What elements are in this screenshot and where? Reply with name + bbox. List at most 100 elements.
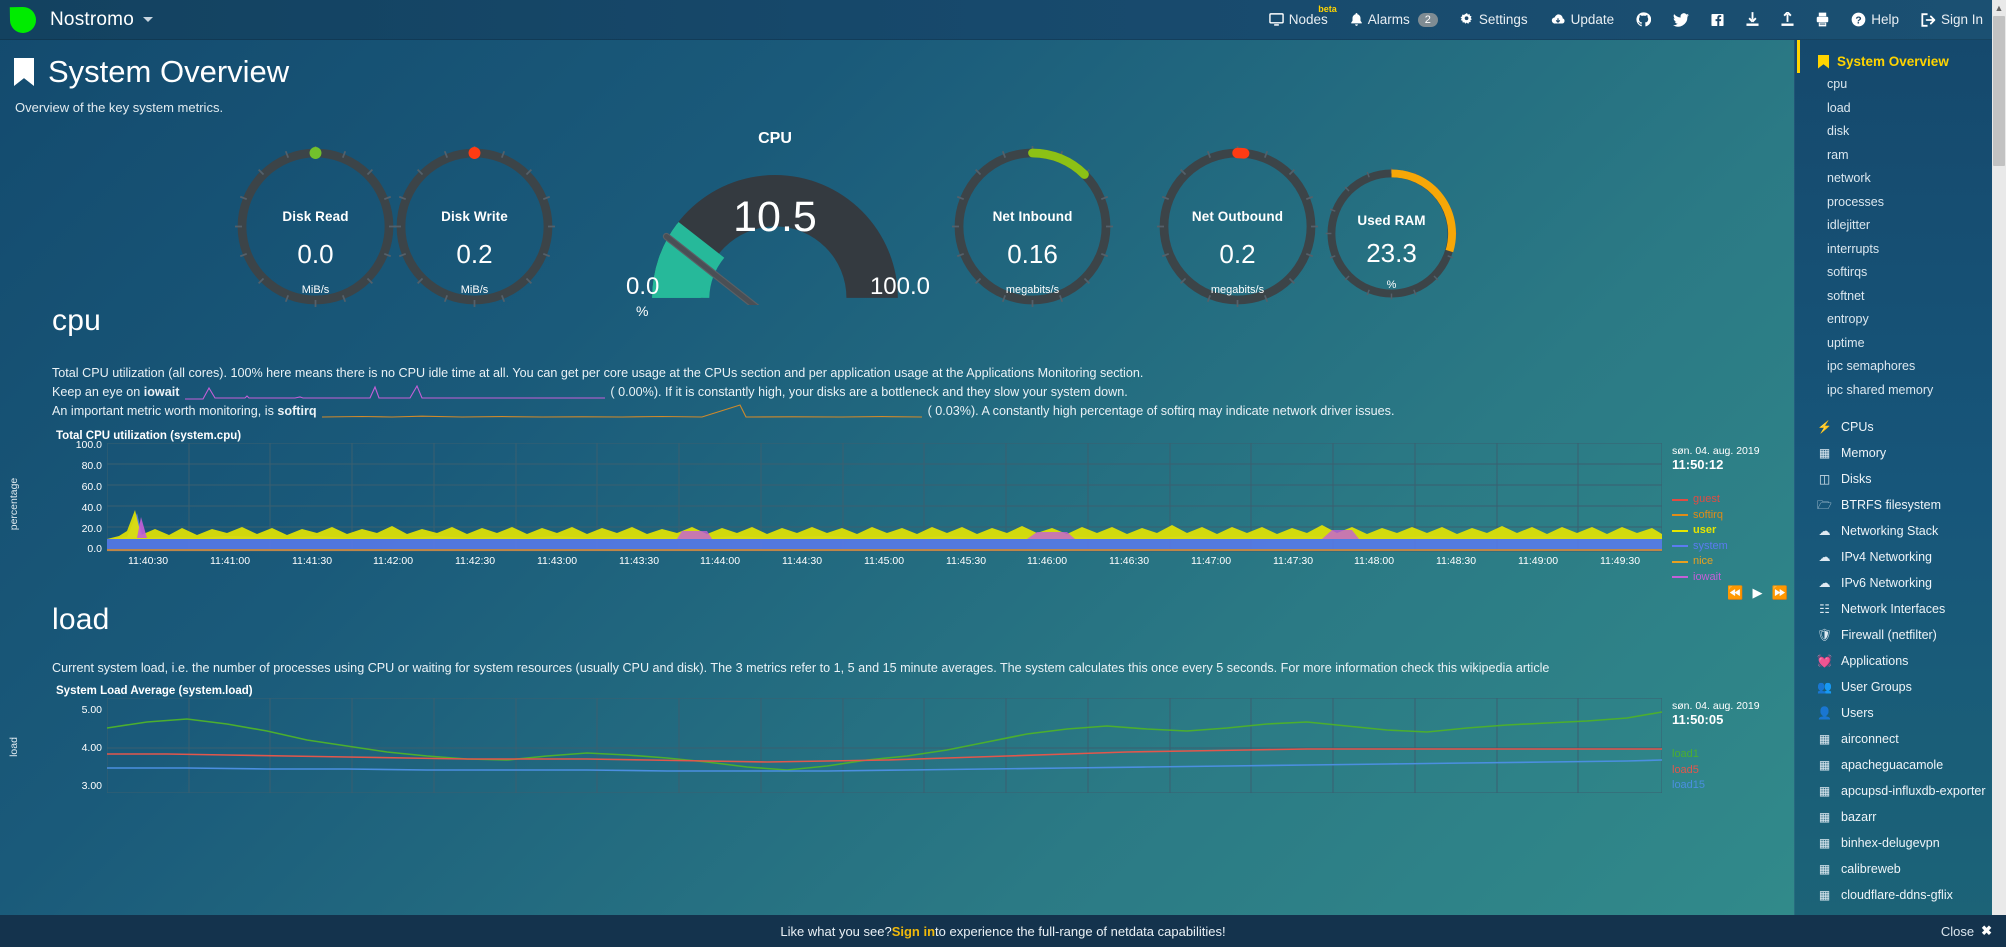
gauge-value: 0.2	[456, 238, 493, 269]
sidebar-item-bazarr[interactable]: ▦ bazarr	[1795, 804, 2006, 830]
sidebar-item-user-groups[interactable]: 👥 User Groups	[1795, 674, 2006, 700]
legend-time: 11:50:05	[1672, 712, 1724, 727]
sidebar-item-label: BTRFS filesystem	[1841, 498, 1942, 512]
sidebar-item-system-overview[interactable]: System Overview	[1797, 40, 2006, 73]
scroll-up-arrow-icon[interactable]: ▲	[1992, 0, 2006, 16]
gauge-net-inbound[interactable]: Net Inbound 0.16 megabits/s	[945, 139, 1120, 314]
rewind-icon[interactable]: ⏪	[1727, 585, 1744, 600]
nav-facebook[interactable]	[1700, 3, 1735, 37]
xtick: 11:43:30	[618, 555, 660, 567]
sidebar-item-interrupts[interactable]: interrupts	[1827, 241, 1880, 256]
brand[interactable]: Nostromo	[0, 6, 153, 33]
nav-settings[interactable]: Settings	[1449, 2, 1539, 37]
page-title: System Overview	[14, 54, 2006, 90]
sidebar-group-list: ⚡ CPUs ▦ Memory ◫ Disks 🗁 BTRFS filesyst…	[1795, 414, 2006, 934]
sidebar-item-disks[interactable]: ◫ Disks	[1795, 466, 2006, 492]
sidebar-item-disk[interactable]: disk	[1827, 124, 1850, 138]
nav-signin[interactable]: Sign In	[1910, 2, 1994, 37]
sidebar-sublist: cpu load disk ram network processes idle…	[1795, 73, 2006, 402]
nav-twitter[interactable]	[1662, 3, 1700, 37]
sidebar-item-firewall[interactable]: 🛡 Firewall (netfilter)	[1795, 622, 2006, 648]
sidebar-item-apacheguacamole[interactable]: ▦ apacheguacamole	[1795, 752, 2006, 778]
nav-github[interactable]	[1625, 2, 1662, 37]
sidebar-item-network-interfaces[interactable]: ☷ Network Interfaces	[1795, 596, 2006, 622]
xtick: 11:45:30	[945, 555, 987, 567]
sidebar-item-uptime[interactable]: uptime	[1827, 335, 1865, 350]
nav-alarms[interactable]: Alarms 2	[1339, 2, 1449, 37]
folder-open-icon: 🗁	[1817, 498, 1832, 512]
shield-icon: 🛡	[1817, 628, 1833, 642]
sidebar-item-processes[interactable]: processes	[1827, 194, 1884, 209]
sidebar-item-ipc-shared-memory[interactable]: ipc shared memory	[1827, 382, 1934, 397]
play-icon[interactable]: ▶	[1752, 585, 1763, 600]
chart-ylabels: 100.0 80.0 60.0 40.0 20.0 0.0	[52, 439, 104, 555]
sidebar-item-networking-stack[interactable]: ☁ Networking Stack	[1795, 518, 2006, 544]
gauge-used-ram[interactable]: Used RAM 23.3 %	[1320, 162, 1463, 305]
xtick: 11:44:30	[781, 555, 823, 567]
xtick: 11:48:30	[1435, 555, 1477, 567]
sidebar-item-load[interactable]: load	[1827, 100, 1851, 115]
page-scrollbar-thumb[interactable]	[1993, 16, 2005, 166]
sidebar-item-memory[interactable]: ▦ Memory	[1795, 440, 2006, 466]
ytick: 4.00	[81, 742, 102, 754]
sidebar-item-calibreweb[interactable]: ▦ calibreweb	[1795, 856, 2006, 882]
sidebar-item-ram[interactable]: ram	[1827, 147, 1849, 162]
sidebar-item-apcupsd-influxdb-exporter[interactable]: ▦ apcupsd-influxdb-exporter	[1795, 778, 2006, 804]
legend-name: guest	[1693, 493, 1720, 505]
chart-plot-area[interactable]: load 5.00 4.00 3.00	[8, 698, 1662, 793]
sidebar-item-label: bazarr	[1841, 810, 1877, 824]
sidebar-item-ipv4-networking[interactable]: ☁ IPv4 Networking	[1795, 544, 2006, 570]
print-icon	[1816, 12, 1829, 27]
legend-name: nice	[1693, 555, 1714, 567]
xtick: 11:42:00	[372, 555, 414, 567]
nav-help[interactable]: ? Help	[1840, 2, 1910, 37]
chart-system-load[interactable]: System Load Average (system.load) load 5…	[8, 685, 2006, 794]
gauge-value: 0.0	[297, 238, 334, 269]
nav-print[interactable]	[1805, 2, 1840, 37]
sidebar-item-airconnect[interactable]: ▦ airconnect	[1795, 726, 2006, 752]
ytick: 0.0	[87, 543, 102, 555]
xtick: 11:46:30	[1108, 555, 1150, 567]
sidebar-item-ipc-semaphores[interactable]: ipc semaphores	[1827, 359, 1916, 373]
sidebar-item-cpus[interactable]: ⚡ CPUs	[1795, 414, 2006, 440]
nav-import[interactable]	[1735, 2, 1770, 37]
page-scrollbar[interactable]: ▲ ▼	[1992, 0, 2006, 947]
sidebar-item-softnet[interactable]: softnet	[1827, 288, 1865, 303]
gauge-net-outbound[interactable]: Net Outbound 0.2 megabits/s	[1150, 139, 1325, 314]
banner-close-button[interactable]: Close ✖	[1941, 923, 1992, 939]
sidebar-item-label: apacheguacamole	[1841, 758, 1944, 772]
sidebar-item-idlejitter[interactable]: idlejitter	[1827, 218, 1871, 232]
legend-time: 11:50:12	[1672, 457, 1724, 472]
sidebar-item-cloudflare-ddns-gflix[interactable]: ▦ cloudflare-ddns-gflix	[1795, 882, 2006, 908]
gauge-dot	[468, 147, 481, 159]
sidebar-item-cpu[interactable]: cpu	[1827, 77, 1848, 91]
gauge-units: megabits/s	[1210, 284, 1265, 297]
sidebar-item-binhex-delugevpn[interactable]: ▦ binhex-delugevpn	[1795, 830, 2006, 856]
gauge-cpu[interactable]: CPU 10.5 0.0 100.0 %	[626, 130, 930, 346]
sidebar-item-ipv6-networking[interactable]: ☁ IPv6 Networking	[1795, 570, 2006, 596]
sidebar-item-network[interactable]: network	[1827, 171, 1871, 185]
xtick: 11:41:00	[209, 555, 251, 567]
sidebar-item-label: Firewall (netfilter)	[1841, 628, 1937, 642]
chevron-down-icon[interactable]	[142, 17, 153, 22]
chart-system-cpu[interactable]: Total CPU utilization (system.cpu) perce…	[8, 430, 2006, 600]
nav-alarms-label: Alarms	[1367, 12, 1410, 27]
memory-icon: ▦	[1818, 446, 1831, 460]
sidebar-item-applications[interactable]: 💓 Applications	[1795, 648, 2006, 674]
sidebar-item-btrfs-filesystem[interactable]: 🗁 BTRFS filesystem	[1795, 492, 2006, 518]
gauge-disk-write[interactable]: Disk Write 0.2 MiB/s	[387, 139, 562, 314]
sidebar-item-softirqs[interactable]: softirqs	[1827, 265, 1868, 279]
gauges-row: Disk Read 0.0 MiB/s Disk	[0, 127, 2006, 346]
banner-signin-link[interactable]: Sign in	[891, 923, 936, 939]
sidebar-item-entropy[interactable]: entropy	[1827, 312, 1869, 326]
nav-update[interactable]: Update	[1539, 2, 1626, 37]
nav-nodes[interactable]: Nodes beta	[1258, 2, 1339, 37]
forward-icon[interactable]: ⏩	[1771, 585, 1788, 600]
sidebar-item-users[interactable]: 👤 Users	[1795, 700, 2006, 726]
th-icon: ▦	[1818, 810, 1831, 824]
chart-plot-area[interactable]: percentage 100.0 80.0 60.0 40.0 20.0 0.0	[8, 439, 1662, 567]
gauge-disk-read[interactable]: Disk Read 0.0 MiB/s	[228, 139, 403, 314]
close-icon[interactable]: ✖	[1981, 923, 1992, 938]
right-sidebar[interactable]: System Overview cpu load disk ram networ…	[1794, 40, 2006, 947]
nav-export[interactable]	[1770, 2, 1805, 37]
